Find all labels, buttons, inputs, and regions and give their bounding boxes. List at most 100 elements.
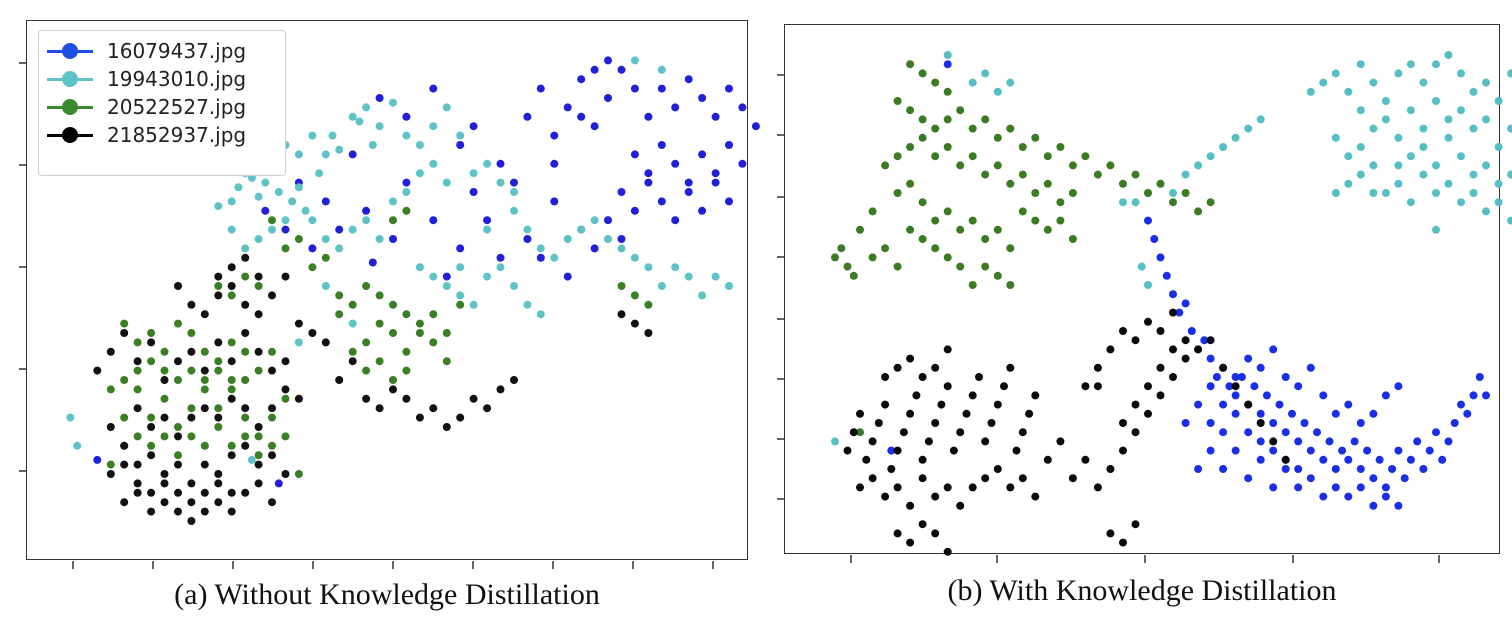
data-point: [1419, 465, 1428, 473]
data-point: [698, 291, 707, 300]
data-point: [1131, 336, 1140, 345]
data-point: [294, 319, 303, 328]
data-point: [1181, 189, 1190, 197]
data-point: [906, 143, 915, 151]
data-point: [160, 470, 169, 478]
data-point: [1306, 474, 1315, 483]
legend-label-3: 20522527.jpg: [107, 95, 247, 119]
data-point: [174, 282, 182, 290]
data-point: [1432, 97, 1440, 105]
data-point: [1319, 492, 1328, 501]
data-point: [1256, 363, 1265, 372]
data-point: [931, 78, 940, 87]
data-point: [1244, 354, 1253, 363]
data-point: [174, 423, 182, 431]
data-point: [73, 441, 82, 450]
data-point: [335, 225, 344, 234]
data-point: [1369, 161, 1378, 170]
data-point: [214, 357, 223, 366]
data-point: [402, 366, 411, 375]
data-point: [429, 310, 438, 319]
data-point: [362, 394, 371, 403]
data-point: [335, 145, 344, 154]
data-point: [993, 271, 1002, 280]
data-point: [1344, 152, 1353, 161]
data-point: [1269, 345, 1278, 354]
data-point: [1131, 198, 1140, 207]
data-point: [227, 282, 236, 290]
data-point: [268, 366, 276, 375]
data-point: [1018, 143, 1027, 151]
data-point: [106, 385, 115, 394]
data-point: [133, 404, 142, 413]
data-point: [174, 376, 182, 384]
data-point: [1356, 106, 1365, 115]
data-point: [698, 94, 707, 102]
data-point: [671, 263, 680, 272]
data-point: [281, 432, 290, 441]
data-point: [328, 131, 337, 140]
data-point: [187, 517, 196, 525]
data-point: [268, 291, 276, 300]
data-point: [389, 216, 397, 225]
data-point: [1119, 198, 1127, 207]
data-point: [389, 98, 397, 107]
data-point: [1450, 419, 1459, 427]
data-point: [496, 178, 505, 187]
data-point: [241, 347, 250, 356]
data-point: [831, 437, 839, 446]
data-point: [120, 319, 129, 328]
data-point: [174, 507, 182, 516]
data-point: [1369, 124, 1378, 133]
data-point: [1356, 419, 1365, 427]
data-point: [281, 394, 290, 403]
data-point: [1231, 373, 1240, 381]
data-point: [671, 159, 680, 168]
data-point: [227, 225, 236, 234]
data-point: [1093, 170, 1102, 179]
data-point: [918, 373, 927, 381]
data-point: [868, 253, 877, 262]
data-point: [1469, 189, 1478, 197]
data-point: [1494, 198, 1503, 207]
data-point: [1482, 115, 1490, 124]
data-point: [1432, 60, 1440, 69]
data-point: [931, 244, 940, 253]
data-point: [187, 366, 196, 375]
data-point: [389, 300, 397, 309]
data-point: [893, 483, 902, 492]
data-point: [1394, 446, 1403, 455]
data-point: [281, 385, 290, 394]
data-point: [415, 141, 424, 149]
data-point: [1444, 133, 1453, 142]
data-point: [429, 404, 438, 413]
data-point: [956, 428, 965, 437]
data-point: [1494, 97, 1503, 105]
data-point: [429, 338, 438, 347]
data-point: [630, 206, 639, 215]
data-point: [1206, 152, 1215, 161]
data-point: [550, 253, 559, 262]
data-point: [1000, 382, 1008, 391]
data-point: [931, 124, 940, 133]
data-point: [348, 347, 357, 356]
data-point: [147, 413, 156, 422]
data-point: [261, 178, 270, 187]
data-point: [1256, 419, 1265, 427]
data-point: [1031, 391, 1040, 400]
data-point: [536, 244, 545, 253]
data-point: [321, 235, 330, 243]
legend-entry-2: 19943010.jpg: [47, 65, 277, 93]
data-point: [442, 178, 451, 187]
data-point: [1457, 198, 1465, 207]
data-point: [93, 366, 102, 375]
data-point: [956, 501, 965, 510]
data-point: [912, 391, 921, 400]
data-point: [981, 437, 990, 446]
data-point: [906, 409, 915, 418]
data-point: [1156, 179, 1165, 188]
data-point: [241, 329, 250, 337]
data-point: [837, 244, 846, 253]
data-point: [604, 235, 612, 243]
data-point: [1119, 538, 1127, 547]
